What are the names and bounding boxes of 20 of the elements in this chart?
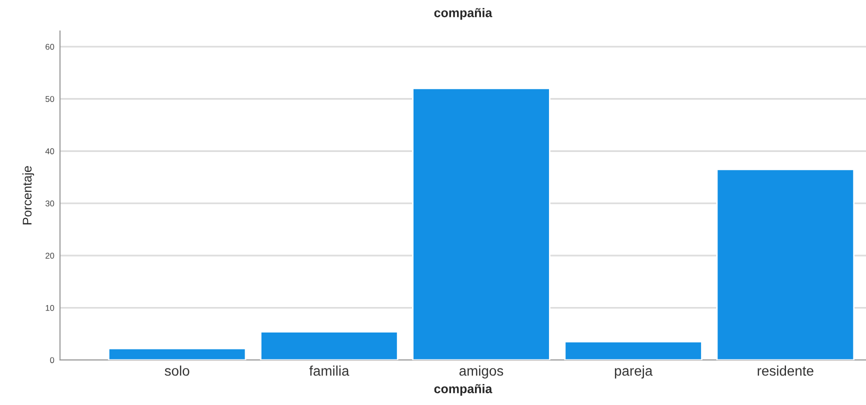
- y-tick-label: 50: [46, 96, 54, 102]
- bar: [108, 348, 246, 360]
- chart-title: compañia: [434, 8, 492, 20]
- x-tick-label: residente: [758, 366, 814, 376]
- y-tick-label: 20: [46, 252, 54, 259]
- bar: [564, 341, 702, 360]
- x-axis-title: compañia: [434, 384, 492, 396]
- x-tick-label: amigos: [459, 366, 504, 379]
- y-tick-label: 0: [50, 357, 54, 364]
- bar: [260, 331, 398, 360]
- y-tick-label: 60: [46, 44, 54, 50]
- x-tick-label: pareja: [614, 366, 653, 379]
- x-tick-label: familia: [309, 366, 350, 376]
- bar: [716, 168, 855, 360]
- y-tick-label: 40: [45, 148, 54, 154]
- bar: [412, 88, 550, 360]
- y-tick-label: 30: [45, 200, 54, 206]
- x-tick-label: solo: [164, 366, 190, 376]
- y-tick-label: 10: [46, 304, 54, 311]
- y-axis-title: Porcentaje: [22, 166, 34, 224]
